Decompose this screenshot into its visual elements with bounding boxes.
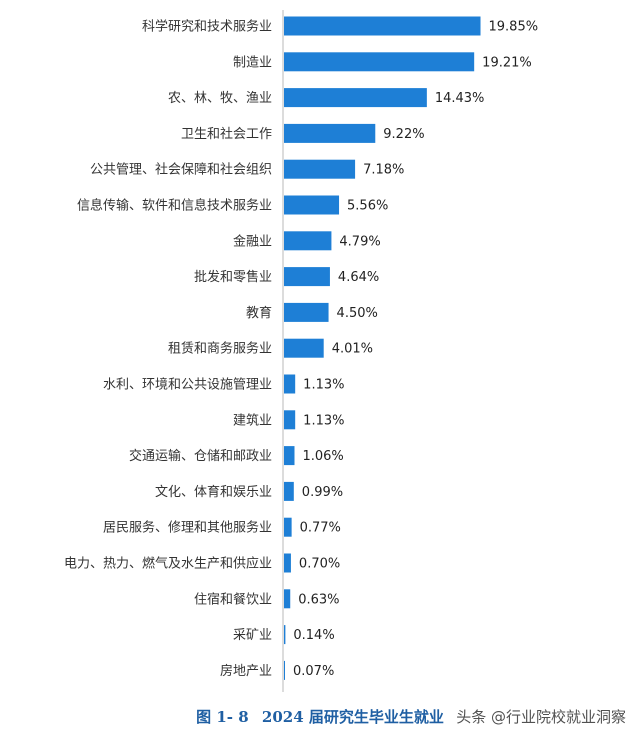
value-label: 4.64% xyxy=(338,270,379,285)
value-label: 19.85% xyxy=(489,20,539,35)
bar-chart: 科学研究和技术服务业 19.85% 制造业 19.21% 农、林、牧、渔业 14.43% 卫… xyxy=(64,10,539,692)
bar xyxy=(284,553,291,573)
bar xyxy=(284,231,332,251)
watermark: 头条 @行业院校就业洞察 xyxy=(456,708,626,726)
value-label: 4.79% xyxy=(339,234,380,249)
bar xyxy=(284,374,296,394)
category-label: 房地产业 xyxy=(220,663,272,679)
value-label: 1.13% xyxy=(303,378,344,393)
bar xyxy=(284,88,427,108)
bar xyxy=(284,302,329,322)
category-label: 制造业 xyxy=(233,55,272,70)
category-label: 公共管理、社会保障和社会组织 xyxy=(90,162,272,178)
value-label: 0.70% xyxy=(299,557,340,572)
value-label: 1.06% xyxy=(302,449,343,464)
bar xyxy=(284,267,330,287)
category-label: 居民服务、修理和其他服务业 xyxy=(103,520,272,536)
value-label: 9.22% xyxy=(383,127,424,142)
category-label: 批发和零售业 xyxy=(194,269,272,285)
category-label: 信息传输、软件和信息技术服务业 xyxy=(77,198,272,214)
value-label: 14.43% xyxy=(435,91,485,106)
value-label: 0.77% xyxy=(300,521,341,536)
bar xyxy=(284,16,481,36)
category-label: 采矿业 xyxy=(233,628,272,643)
category-label: 教育 xyxy=(246,305,272,321)
bar xyxy=(284,338,324,358)
bar xyxy=(284,625,286,645)
value-label: 19.21% xyxy=(482,55,532,70)
value-label: 0.63% xyxy=(298,592,339,607)
category-label: 文化、体育和娱乐业 xyxy=(155,484,272,500)
bar xyxy=(284,159,356,179)
bar xyxy=(284,410,296,430)
bar xyxy=(284,589,291,609)
category-label: 交通运输、仓储和邮政业 xyxy=(129,448,272,464)
bar xyxy=(284,517,292,537)
bar xyxy=(284,660,285,680)
category-label: 农、林、牧、渔业 xyxy=(168,91,272,106)
figure-number: 图 1- 8 xyxy=(196,708,249,726)
figure-title: 2024 届研究生毕业生就业 xyxy=(261,708,444,726)
value-label: 7.18% xyxy=(363,163,404,178)
bar xyxy=(284,195,340,215)
bar xyxy=(284,481,294,501)
figure-caption: 图 1- 8 2024 届研究生毕业生就业 xyxy=(0,706,640,727)
category-label: 卫生和社会工作 xyxy=(181,126,272,142)
category-label: 水利、环境和公共设施管理业 xyxy=(103,378,272,393)
value-label: 4.01% xyxy=(332,342,373,357)
category-label: 电力、热力、燃气及水生产和供应业 xyxy=(64,556,272,572)
bar xyxy=(284,446,295,466)
category-label: 建筑业 xyxy=(233,412,272,428)
bars-group: 科学研究和技术服务业 19.85% 制造业 19.21% 农、林、牧、渔业 14.43% 卫… xyxy=(64,16,539,680)
value-label: 1.13% xyxy=(303,413,344,428)
category-label: 科学研究和技术服务业 xyxy=(142,19,272,35)
bar xyxy=(284,52,475,72)
value-label: 5.56% xyxy=(347,199,388,214)
category-label: 金融业 xyxy=(233,233,272,249)
value-label: 0.07% xyxy=(293,664,334,679)
value-label: 0.99% xyxy=(302,485,343,500)
value-label: 4.50% xyxy=(337,306,378,321)
value-label: 0.14% xyxy=(293,628,334,643)
bar xyxy=(284,123,376,143)
category-label: 租赁和商务服务业 xyxy=(168,341,272,357)
category-label: 住宿和餐饮业 xyxy=(194,591,272,607)
